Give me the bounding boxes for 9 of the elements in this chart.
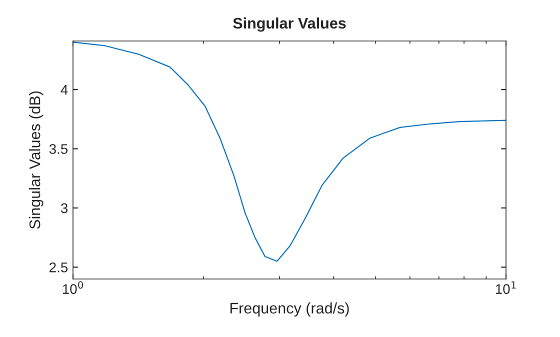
x-tick-label: 10$^{0}$ bbox=[62, 281, 84, 294]
y-tick-label: 3 bbox=[60, 203, 68, 214]
x-axis-title: Frequency (rad/s) bbox=[230, 302, 349, 317]
y-axis-title: Singular Values (dB) bbox=[29, 91, 44, 229]
y-tick-label: 2.5 bbox=[50, 262, 68, 272]
y-tick-label: 3.5 bbox=[49, 144, 68, 154]
chart-title: Singular Values bbox=[233, 17, 346, 32]
x-tick-label: 10$^{1}$ bbox=[496, 281, 516, 294]
y-tick-label: 4 bbox=[60, 85, 68, 95]
